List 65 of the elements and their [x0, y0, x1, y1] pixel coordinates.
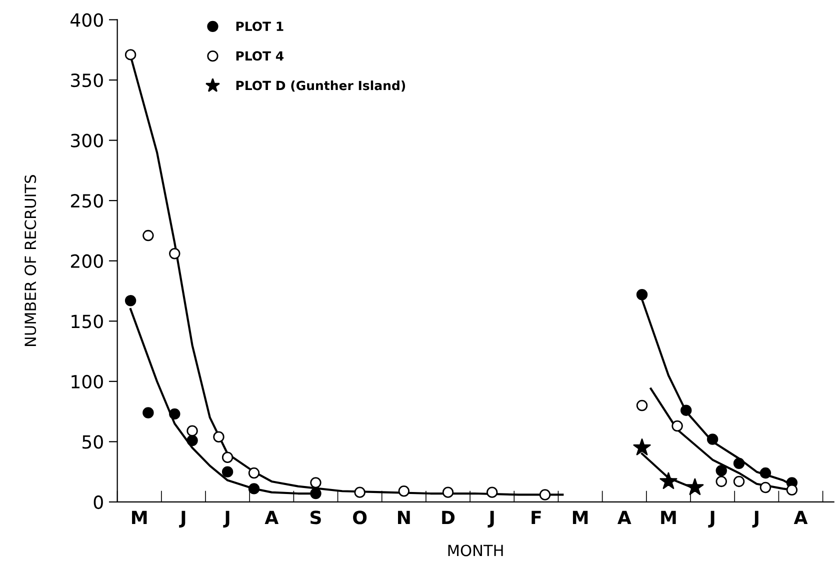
x-tick-label: M [661, 510, 676, 524]
x-tick-label: A [264, 510, 279, 524]
point [310, 488, 322, 500]
point [733, 476, 745, 488]
point [716, 476, 727, 488]
y-tick-label: 250 [70, 194, 103, 208]
point [222, 466, 234, 478]
point [539, 489, 551, 500]
x-tick-label: M [132, 510, 147, 524]
point [186, 425, 198, 436]
point [760, 467, 772, 479]
x-tick-label: O [353, 510, 367, 524]
point [716, 465, 727, 476]
x-tick-label: D [442, 510, 455, 524]
point [124, 49, 136, 60]
point [442, 486, 454, 498]
y-axis-title: NUMBER OF RECRUITS [24, 175, 36, 346]
point [636, 400, 648, 412]
x-tick-label: J [708, 510, 714, 528]
point [142, 407, 154, 418]
legend-label: PLOT 1 [236, 22, 284, 32]
point [213, 431, 224, 442]
point [186, 434, 198, 446]
x-tick-label: J [488, 510, 494, 528]
point [398, 486, 410, 497]
x-tick-label: A [617, 510, 632, 524]
point [354, 486, 366, 498]
point [142, 230, 154, 242]
point [169, 248, 180, 260]
point [672, 420, 683, 432]
point [169, 408, 180, 420]
y-tick-label: 400 [70, 13, 103, 27]
point [633, 438, 651, 456]
y-tick-label: 50 [82, 435, 103, 449]
x-tick-label: S [310, 510, 321, 524]
y-tick-label: 350 [71, 73, 103, 88]
legend-label: PLOT D (Gunther Island) [236, 80, 406, 92]
point [486, 486, 498, 498]
y-tick-label: 200 [70, 254, 103, 268]
y-tick-label: 0 [94, 495, 103, 510]
x-tick-label: J [752, 510, 758, 528]
legend-label: PLOT 4 [236, 51, 284, 61]
x-tick-label: J [179, 510, 186, 528]
point [706, 434, 718, 445]
point [222, 452, 234, 463]
point [248, 467, 260, 479]
point [310, 477, 322, 488]
point [124, 295, 136, 306]
y-tick-label: 300 [71, 134, 103, 148]
point [686, 478, 704, 496]
point [786, 484, 798, 496]
point [680, 404, 692, 416]
y-tick-label: 100 [72, 374, 103, 389]
x-tick-label: A [794, 510, 808, 524]
point [733, 458, 745, 469]
point [660, 472, 678, 490]
point [760, 482, 772, 494]
x-tick-label: F [532, 510, 541, 524]
x-axis-title: MONTH [448, 544, 503, 556]
x-tick-label: M [572, 510, 588, 524]
point [248, 483, 260, 494]
x-tick-label: J [223, 510, 230, 528]
x-tick-label: N [398, 510, 410, 524]
point [636, 289, 648, 300]
y-tick-label: 150 [72, 314, 103, 328]
